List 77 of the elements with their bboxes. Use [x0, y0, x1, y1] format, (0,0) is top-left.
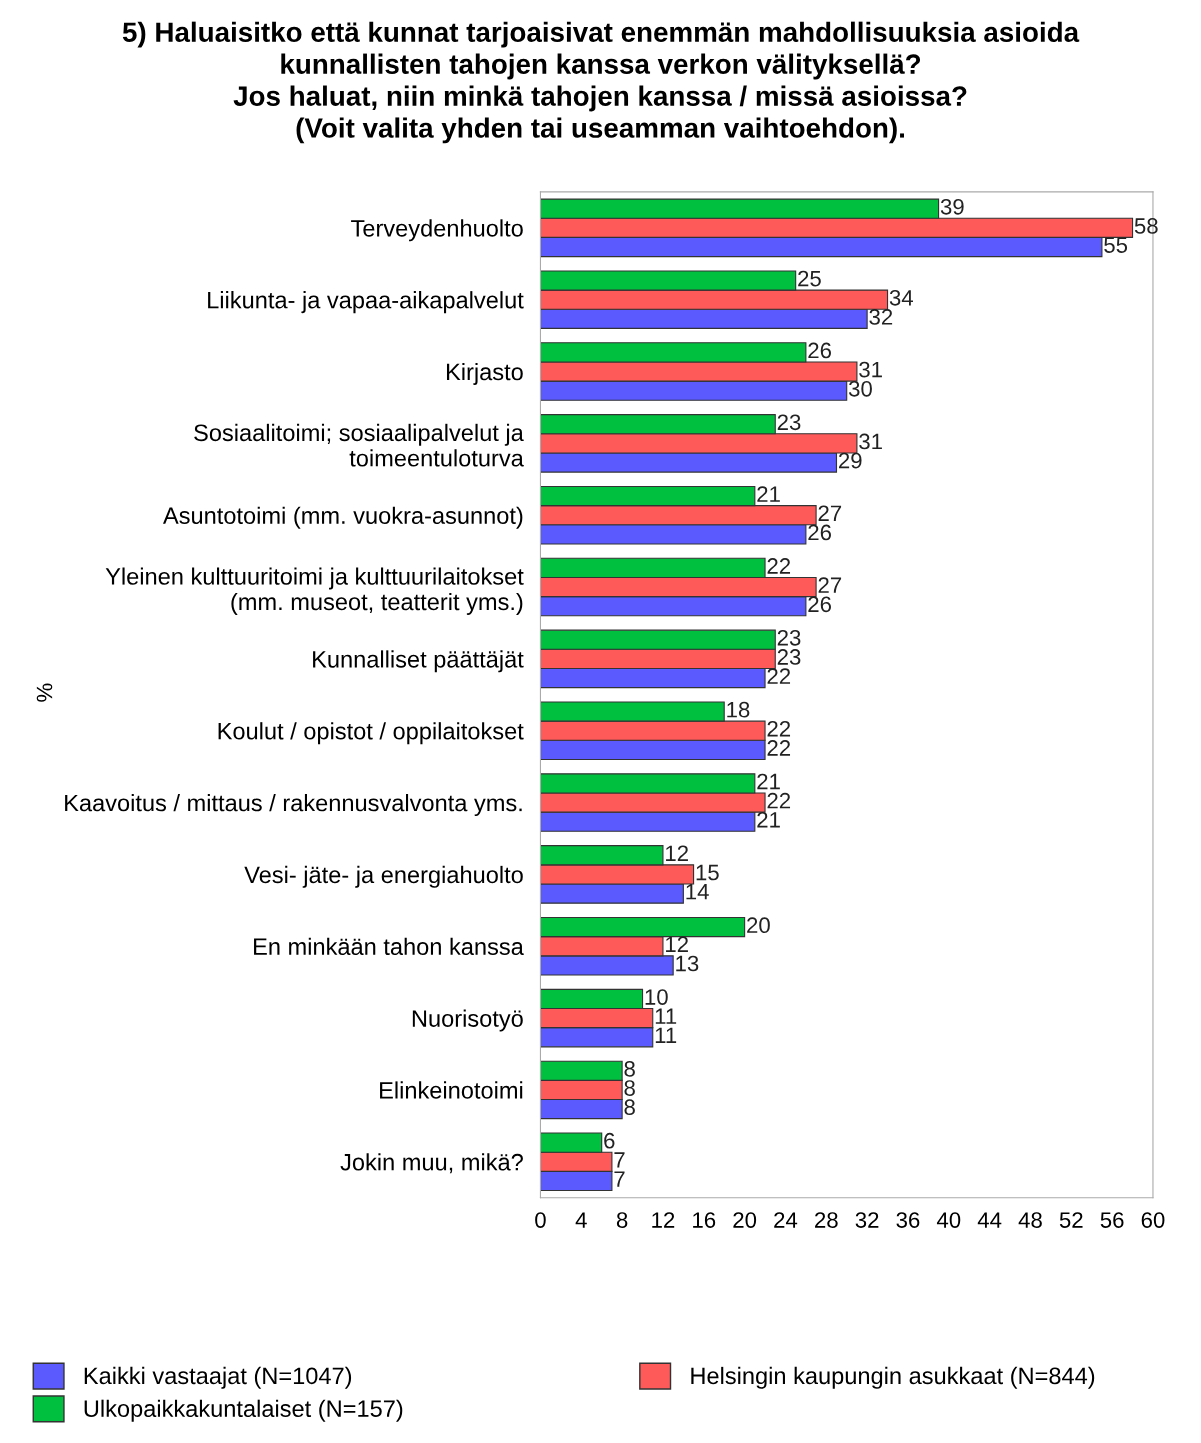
y-tick-label: Jokin muu, mikä? — [340, 1153, 523, 1174]
x-tick-label: 52 — [1059, 1212, 1083, 1228]
data-label: 22 — [767, 740, 791, 756]
x-tick-label: 24 — [774, 1212, 798, 1228]
y-tick-label: Kaavoitus / mittaus / rakennusvalvonta yms. — [65, 794, 522, 817]
data-label: 8 — [624, 1080, 635, 1096]
data-label: 15 — [696, 864, 719, 881]
data-label: 7 — [614, 1171, 625, 1187]
legend-label: Kaikki vastaajat (N=1047) — [84, 1366, 352, 1389]
y-tick-label: Nuorisotyö — [412, 1009, 523, 1032]
data-label: 25 — [798, 270, 821, 287]
data-label: 8 — [624, 1099, 635, 1116]
data-label: 26 — [808, 342, 831, 359]
data-label: 26 — [808, 524, 831, 541]
data-label: 58 — [1134, 218, 1158, 234]
data-label: 21 — [757, 773, 780, 790]
x-tick-label: 48 — [1018, 1212, 1042, 1228]
data-label: 18 — [727, 701, 750, 718]
x-tick-label: 28 — [815, 1212, 838, 1228]
data-label: 39 — [940, 198, 964, 215]
data-label: 21 — [757, 486, 780, 502]
data-label: 10 — [645, 989, 668, 1005]
x-tick-label: 36 — [896, 1212, 920, 1228]
data-label: 32 — [869, 309, 893, 325]
data-label: 11 — [655, 1027, 677, 1043]
data-label: 23 — [777, 629, 801, 646]
data-label: 13 — [676, 955, 699, 972]
data-label: 22 — [767, 792, 791, 809]
y-tick-label: Vesi- jäte- ja energiahuolto — [244, 865, 523, 888]
data-label: 8 — [624, 1061, 635, 1077]
x-tick-label: 44 — [977, 1212, 1002, 1228]
data-label: 22 — [767, 720, 791, 737]
y-tick-label: Sosiaalitoimi; sosiaalipalvelut ja toimeentuloturva — [194, 423, 524, 467]
data-label: 30 — [848, 380, 872, 397]
data-label: 27 — [818, 577, 842, 593]
y-tick-label: Elinkeinotoimi — [380, 1081, 523, 1099]
x-tick-label: 56 — [1100, 1212, 1124, 1228]
data-label: 27 — [818, 505, 842, 521]
y-tick-label: Asuntotoimi (mm. vuokra-asunnot) — [163, 506, 523, 529]
x-tick-label: 32 — [855, 1212, 879, 1228]
x-tick-label: 0 — [535, 1212, 546, 1228]
y-axis-title: % — [36, 683, 53, 702]
y-tick-label: En minkään tahon kanssa — [254, 937, 524, 956]
data-label: 12 — [666, 845, 688, 861]
x-tick-label: 60 — [1141, 1212, 1165, 1228]
y-tick-label: Liikunta- ja vapaa-aikapalvelut — [208, 291, 524, 314]
y-tick-label: Kunnalliset päättäjät — [313, 650, 524, 673]
legend-label: Helsingin kaupungin asukkaat (N=844) — [691, 1366, 1095, 1389]
data-label: 22 — [767, 558, 791, 574]
data-label: 29 — [839, 452, 862, 469]
data-label: 34 — [889, 289, 913, 306]
y-tick-label: Yleinen kulttuuritoimi ja kulttuurilaitokset (mm. museot, teatterit yms.) — [105, 567, 524, 615]
x-tick-label: 16 — [693, 1212, 716, 1228]
data-label: 6 — [604, 1132, 615, 1149]
data-label: 26 — [808, 596, 831, 613]
legend-label: Ulkopaikkakuntalaiset (N=157) — [84, 1399, 403, 1422]
x-tick-label: 4 — [575, 1212, 587, 1228]
chart-title: 5) Haluaisitko että kunnat tarjoaisivat enemmän mahdollisuuksia asioida kunnallisten tahojen kanssa verkon välityksellä? Jos haluat, niin minkä tahojen kanssa / missä asioissa? (Voit valita yhden tai useamman vaihtoehdon). — [122, 21, 1080, 144]
x-tick-label: 40 — [936, 1212, 961, 1228]
data-label: 22 — [767, 668, 791, 684]
data-label: 7 — [614, 1152, 625, 1168]
y-tick-label: Kirjasto — [446, 362, 523, 385]
data-label: 12 — [666, 936, 688, 952]
x-tick-label: 12 — [652, 1212, 675, 1228]
x-tick-label: 8 — [616, 1212, 628, 1228]
data-label: 11 — [655, 1008, 677, 1024]
data-label: 31 — [859, 361, 882, 378]
x-tick-label: 20 — [733, 1212, 757, 1228]
data-label: 31 — [859, 433, 882, 450]
y-tick-label: Koulut / opistot / oppilaitokset — [218, 722, 524, 745]
data-label: 55 — [1104, 237, 1128, 253]
data-label: 23 — [777, 414, 801, 431]
data-label: 23 — [777, 649, 801, 665]
data-label: 20 — [747, 917, 770, 934]
y-tick-label: Terveydenhuolto — [351, 219, 523, 242]
data-label: 14 — [686, 884, 709, 900]
data-label: 21 — [757, 811, 780, 828]
